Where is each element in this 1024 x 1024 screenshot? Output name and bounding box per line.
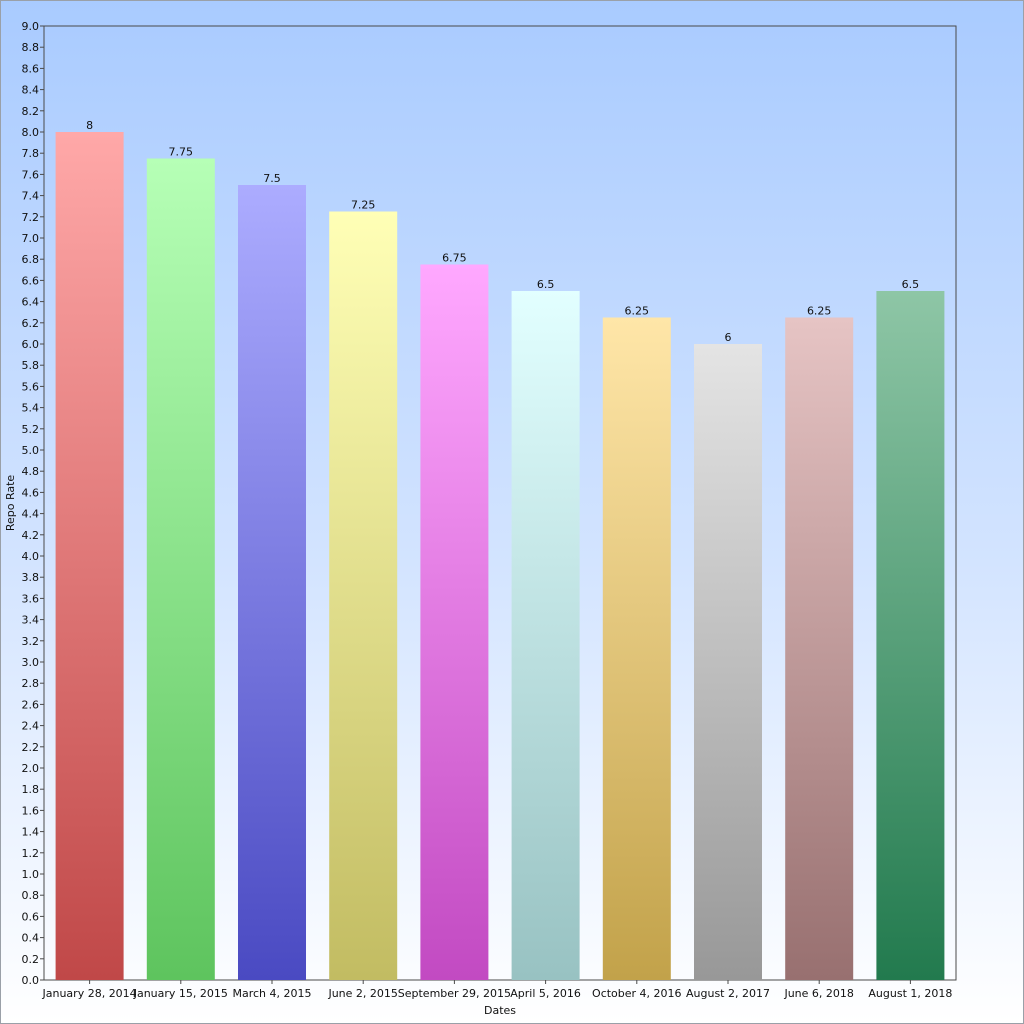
bar-6 (602, 317, 671, 980)
x-tick-label: August 1, 2018 (868, 987, 952, 1000)
y-tick-label: 7.0 (22, 232, 40, 245)
y-tick-label: 5.0 (22, 444, 40, 457)
bar-4 (420, 264, 489, 980)
x-axis-title: Dates (484, 1004, 516, 1017)
bar-1 (146, 158, 215, 980)
y-tick-label: 6.6 (22, 274, 40, 287)
data-label: 8 (86, 119, 93, 132)
bars-group (55, 132, 945, 980)
data-labels-group: 8 7.75 7.5 7.25 6.75 6.5 6.25 6 6.25 6.5 (86, 119, 919, 344)
x-tick-label: January 28, 2014 (42, 987, 137, 1000)
y-tick-label: 2.8 (22, 677, 40, 690)
x-tick-label: June 2, 2015 (327, 987, 397, 1000)
plot-area (43, 25, 957, 981)
data-label: 7.5 (263, 172, 281, 185)
x-tick-label: April 5, 2016 (510, 987, 581, 1000)
y-tick-label: 6.2 (22, 317, 40, 330)
y-tick-label: 4.8 (22, 465, 40, 478)
y-tick-label: 1.6 (22, 804, 40, 817)
y-axis: 0.0 0.2 0.4 0.6 0.8 1.0 1.2 1.4 1.6 1.8 2.0 2.2 2.4 2… (22, 20, 44, 987)
y-tick-label: 1.4 (22, 826, 40, 839)
bar-7 (694, 344, 762, 980)
y-tick-label: 3.0 (22, 656, 40, 669)
data-label: 6.25 (625, 305, 650, 318)
y-tick-label: 5.2 (22, 423, 40, 436)
y-tick-label: 4.6 (22, 486, 40, 499)
y-tick-label: 7.8 (22, 147, 40, 160)
y-tick-label: 2.0 (22, 762, 40, 775)
y-tick-label: 8.8 (22, 41, 40, 54)
y-tick-label: 0.0 (22, 974, 40, 987)
y-tick-label: 6.4 (22, 296, 40, 309)
x-tick-label: January 15, 2015 (133, 987, 228, 1000)
y-tick-label: 3.6 (22, 592, 40, 605)
data-label: 6 (725, 331, 732, 344)
y-tick-label: 0.6 (22, 910, 40, 923)
y-tick-label: 8.0 (22, 126, 40, 139)
bar-8 (785, 317, 854, 980)
y-tick-label: 0.8 (22, 889, 40, 902)
bar-3 (329, 211, 398, 980)
y-tick-label: 2.2 (22, 741, 40, 754)
y-tick-label: 5.6 (22, 380, 40, 393)
y-tick-label: 2.4 (22, 720, 40, 733)
bar-2 (238, 185, 306, 980)
y-tick-label: 6.8 (22, 253, 40, 266)
x-tick-label: March 4, 2015 (232, 987, 311, 1000)
data-label: 7.25 (351, 199, 376, 212)
y-tick-label: 1.2 (22, 847, 40, 860)
bar-5 (511, 291, 580, 980)
x-tick-label: June 6, 2018 (783, 987, 853, 1000)
x-tick-label: September 29, 2015 (398, 987, 511, 1000)
data-label: 6.5 (537, 278, 555, 291)
data-label: 6.5 (902, 278, 920, 291)
y-tick-label: 3.8 (22, 571, 40, 584)
y-tick-label: 8.4 (22, 84, 40, 97)
data-label: 6.75 (442, 252, 467, 265)
y-tick-label: 3.4 (22, 614, 40, 627)
y-tick-label: 7.6 (22, 168, 40, 181)
x-tick-label: August 2, 2017 (686, 987, 770, 1000)
y-axis-title: Repo Rate (4, 475, 17, 532)
bar-9 (876, 291, 945, 980)
y-tick-label: 7.2 (22, 211, 40, 224)
data-label: 7.75 (169, 146, 194, 159)
data-label: 6.25 (807, 305, 832, 318)
y-tick-label: 1.8 (22, 783, 40, 796)
y-tick-label: 8.6 (22, 62, 40, 75)
y-tick-label: 5.8 (22, 359, 40, 372)
y-tick-label: 9.0 (22, 20, 40, 33)
y-tick-label: 3.2 (22, 635, 40, 648)
y-tick-label: 1.0 (22, 868, 40, 881)
y-tick-label: 8.2 (22, 105, 40, 118)
y-tick-label: 4.0 (22, 550, 40, 563)
y-tick-label: 0.4 (22, 932, 40, 945)
x-tick-label: October 4, 2016 (592, 987, 682, 1000)
bar-0 (55, 132, 124, 980)
y-tick-label: 0.2 (22, 953, 40, 966)
y-tick-label: 6.0 (22, 338, 40, 351)
y-tick-label: 4.2 (22, 529, 40, 542)
y-tick-label: 2.6 (22, 698, 40, 711)
y-tick-label: 5.4 (22, 402, 40, 415)
y-tick-label: 4.4 (22, 508, 40, 521)
y-tick-label: 7.4 (22, 190, 40, 203)
